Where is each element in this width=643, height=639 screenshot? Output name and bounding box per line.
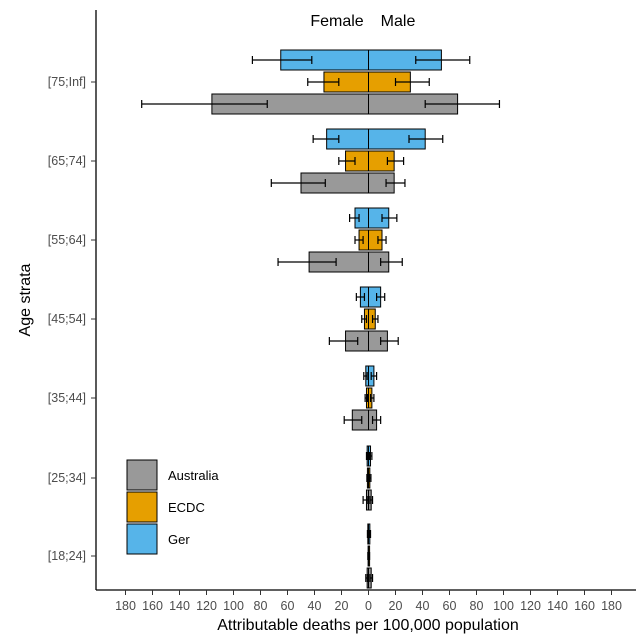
- x-axis-ticks: 180 160 140 120 100 80 60 40 20 0 20 40 60 80 100 120 14…: [115, 590, 622, 613]
- y-tick-label: [35;44]: [48, 391, 86, 405]
- y-tick-label: [75;Inf]: [48, 75, 86, 89]
- y-tick-label: [18;24]: [48, 549, 86, 563]
- x-tick-label: 40: [416, 599, 430, 613]
- x-tick-label: 20: [389, 599, 403, 613]
- y-tick-label: [25;34]: [48, 471, 86, 485]
- legend-label: Australia: [168, 468, 219, 483]
- x-tick-label: 0: [365, 599, 372, 613]
- y-tick-label: [65;74]: [48, 154, 86, 168]
- x-tick-label: 140: [547, 599, 568, 613]
- legend-label: Ger: [168, 532, 190, 547]
- x-tick-label: 160: [142, 599, 163, 613]
- y-axis-title: Age strata: [17, 263, 34, 336]
- x-axis-title: Attributable deaths per 100,000 populati…: [217, 617, 519, 634]
- y-axis-ticks: [18;24] [25;34] [35;44] [45;54] [55;64] [65;7…: [48, 75, 96, 563]
- legend-label: ECDC: [168, 500, 205, 515]
- x-tick-label: 120: [520, 599, 541, 613]
- x-tick-label: 60: [443, 599, 457, 613]
- legend: Australia ECDC Ger: [126, 459, 219, 555]
- female-label: Female: [310, 13, 363, 30]
- x-tick-label: 40: [308, 599, 322, 613]
- x-tick-label: 60: [281, 599, 295, 613]
- legend-key-ecdc: [126, 491, 158, 523]
- y-tick-label: [45;54]: [48, 312, 86, 326]
- x-tick-label: 80: [254, 599, 268, 613]
- x-tick-label: 140: [169, 599, 190, 613]
- x-tick-label: 100: [223, 599, 244, 613]
- legend-key-australia: [126, 459, 158, 491]
- x-tick-label: 100: [493, 599, 514, 613]
- x-tick-label: 160: [574, 599, 595, 613]
- x-tick-label: 80: [470, 599, 484, 613]
- x-tick-label: 20: [335, 599, 349, 613]
- x-tick-label: 180: [601, 599, 622, 613]
- male-label: Male: [381, 13, 416, 30]
- y-tick-label: [55;64]: [48, 233, 86, 247]
- x-tick-label: 120: [196, 599, 217, 613]
- chart-marks: [141, 49, 501, 589]
- legend-key-ger: [126, 523, 158, 555]
- x-tick-label: 180: [115, 599, 136, 613]
